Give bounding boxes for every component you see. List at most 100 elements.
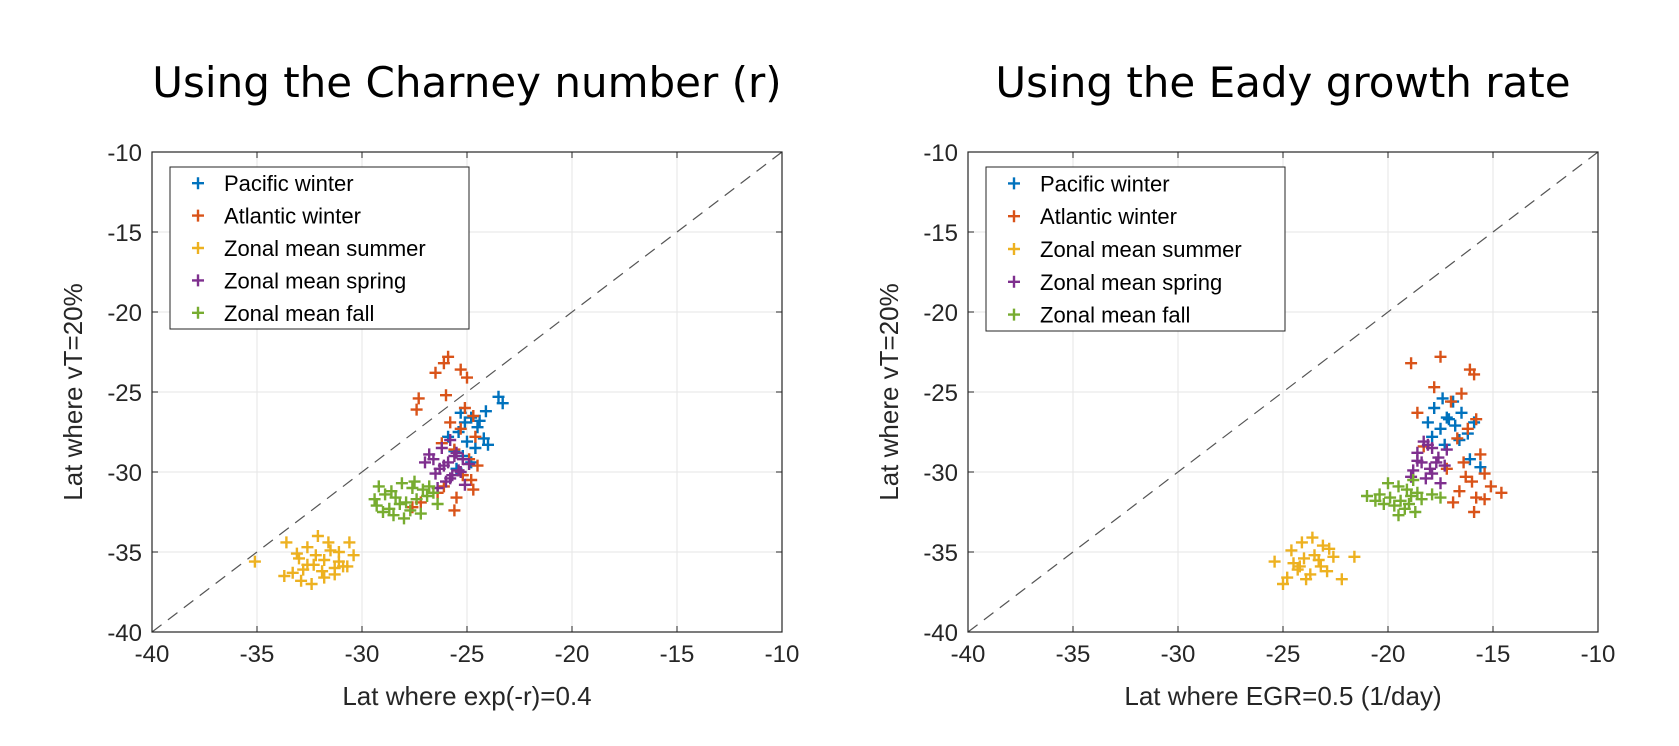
series-3: [419, 434, 476, 494]
data-point: [1295, 536, 1308, 549]
data-point: [1411, 406, 1424, 419]
data-point: [316, 565, 329, 578]
data-point: [1474, 461, 1487, 474]
data-point: [301, 541, 314, 554]
y-tick-label: -35: [107, 540, 142, 567]
data-point: [1426, 488, 1439, 501]
legend-label: Pacific winter: [224, 171, 354, 196]
legend: Pacific winter Atlantic winter Zonal mean …: [169, 166, 470, 330]
legend-marker: [192, 242, 204, 254]
x-tick-label: -15: [660, 641, 695, 668]
y-tick-label: -20: [107, 300, 142, 327]
y-tick-label: -25: [107, 380, 142, 407]
data-point: [458, 402, 471, 414]
legend-marker: [192, 177, 204, 190]
legend-marker: [1008, 308, 1020, 321]
data-point: [393, 498, 406, 510]
data-point: [1323, 542, 1336, 555]
data-point: [1369, 494, 1382, 507]
x-tick-label: -40: [135, 641, 170, 668]
data-point: [1314, 560, 1327, 573]
data-point: [467, 483, 480, 496]
data-point: [1277, 578, 1289, 590]
data-point: [477, 432, 490, 445]
data-point: [1392, 509, 1405, 522]
data-point: [473, 414, 486, 427]
data-point: [414, 507, 427, 520]
data-point: [1348, 550, 1361, 563]
x-tick-label: -10: [765, 641, 800, 668]
y-tick-label: -10: [107, 140, 142, 167]
data-point: [431, 498, 444, 510]
legend-marker: [1008, 275, 1020, 288]
data-point: [383, 502, 396, 515]
legend-label: Zonal mean summer: [224, 236, 426, 261]
data-point: [410, 403, 423, 416]
data-point: [1478, 493, 1491, 506]
data-point: [324, 544, 337, 557]
data-point: [1306, 531, 1319, 544]
data-point: [444, 434, 457, 446]
data-point: [1384, 491, 1397, 504]
data-point: [1407, 474, 1420, 486]
data-point: [444, 472, 457, 485]
data-point: [1377, 498, 1390, 510]
data-point: [309, 549, 322, 562]
data-point: [400, 496, 413, 509]
data-point: [467, 410, 480, 422]
legend-box: [169, 166, 470, 330]
legend-label: Zonal mean fall: [1040, 303, 1190, 328]
data-point: [479, 405, 492, 418]
axes-frame: [967, 151, 1599, 633]
data-point: [423, 448, 436, 461]
legend: Pacific winter Atlantic winter Zonal mean …: [985, 166, 1286, 332]
legend-marker: [192, 274, 204, 287]
series-2: [248, 530, 360, 590]
data-point: [1434, 477, 1447, 490]
x-axis-label: Lat where EGR=0.5 (1/day): [1124, 681, 1441, 711]
legend-label: Zonal mean summer: [1040, 237, 1242, 262]
data-point: [492, 390, 505, 403]
data-point: [1394, 494, 1407, 507]
data-point: [1424, 462, 1436, 475]
x-tick-label: -35: [240, 641, 275, 668]
data-point: [1461, 422, 1474, 435]
data-point: [463, 458, 476, 470]
data-point: [1463, 453, 1476, 466]
data-point: [1478, 467, 1491, 480]
data-point: [482, 438, 494, 451]
data-point: [1459, 470, 1472, 483]
data-point: [1449, 419, 1462, 432]
data-point: [395, 477, 408, 490]
y-axis-label: Lat where vT=20%: [58, 283, 88, 501]
data-point: [398, 512, 410, 525]
data-point: [1421, 416, 1434, 429]
series-4: [1361, 474, 1447, 522]
data-point: [458, 478, 471, 491]
data-point: [387, 509, 400, 522]
data-point: [372, 480, 385, 493]
data-point: [311, 530, 324, 542]
data-point: [305, 578, 318, 590]
data-point: [1470, 491, 1483, 504]
data-point: [1300, 573, 1313, 586]
y-tick-label: -35: [923, 540, 958, 567]
data-point: [454, 466, 467, 478]
data-point: [318, 571, 331, 584]
data-point: [1495, 486, 1508, 499]
data-point: [1434, 350, 1447, 363]
y-tick-label: -30: [923, 460, 958, 487]
data-point: [454, 363, 467, 376]
legend-label: Zonal mean spring: [224, 268, 406, 293]
data-point: [469, 442, 482, 454]
x-tick-label: -25: [450, 641, 485, 668]
data-point: [379, 488, 392, 501]
data-point: [1373, 488, 1386, 501]
y-axis-label: Lat where vT=20%: [874, 283, 904, 501]
y-tick-label: -15: [923, 220, 958, 247]
legend-marker: [1008, 177, 1020, 190]
data-point: [1428, 381, 1441, 394]
y-tick-label: -25: [923, 380, 958, 407]
data-point: [286, 566, 299, 579]
data-point: [337, 560, 350, 573]
